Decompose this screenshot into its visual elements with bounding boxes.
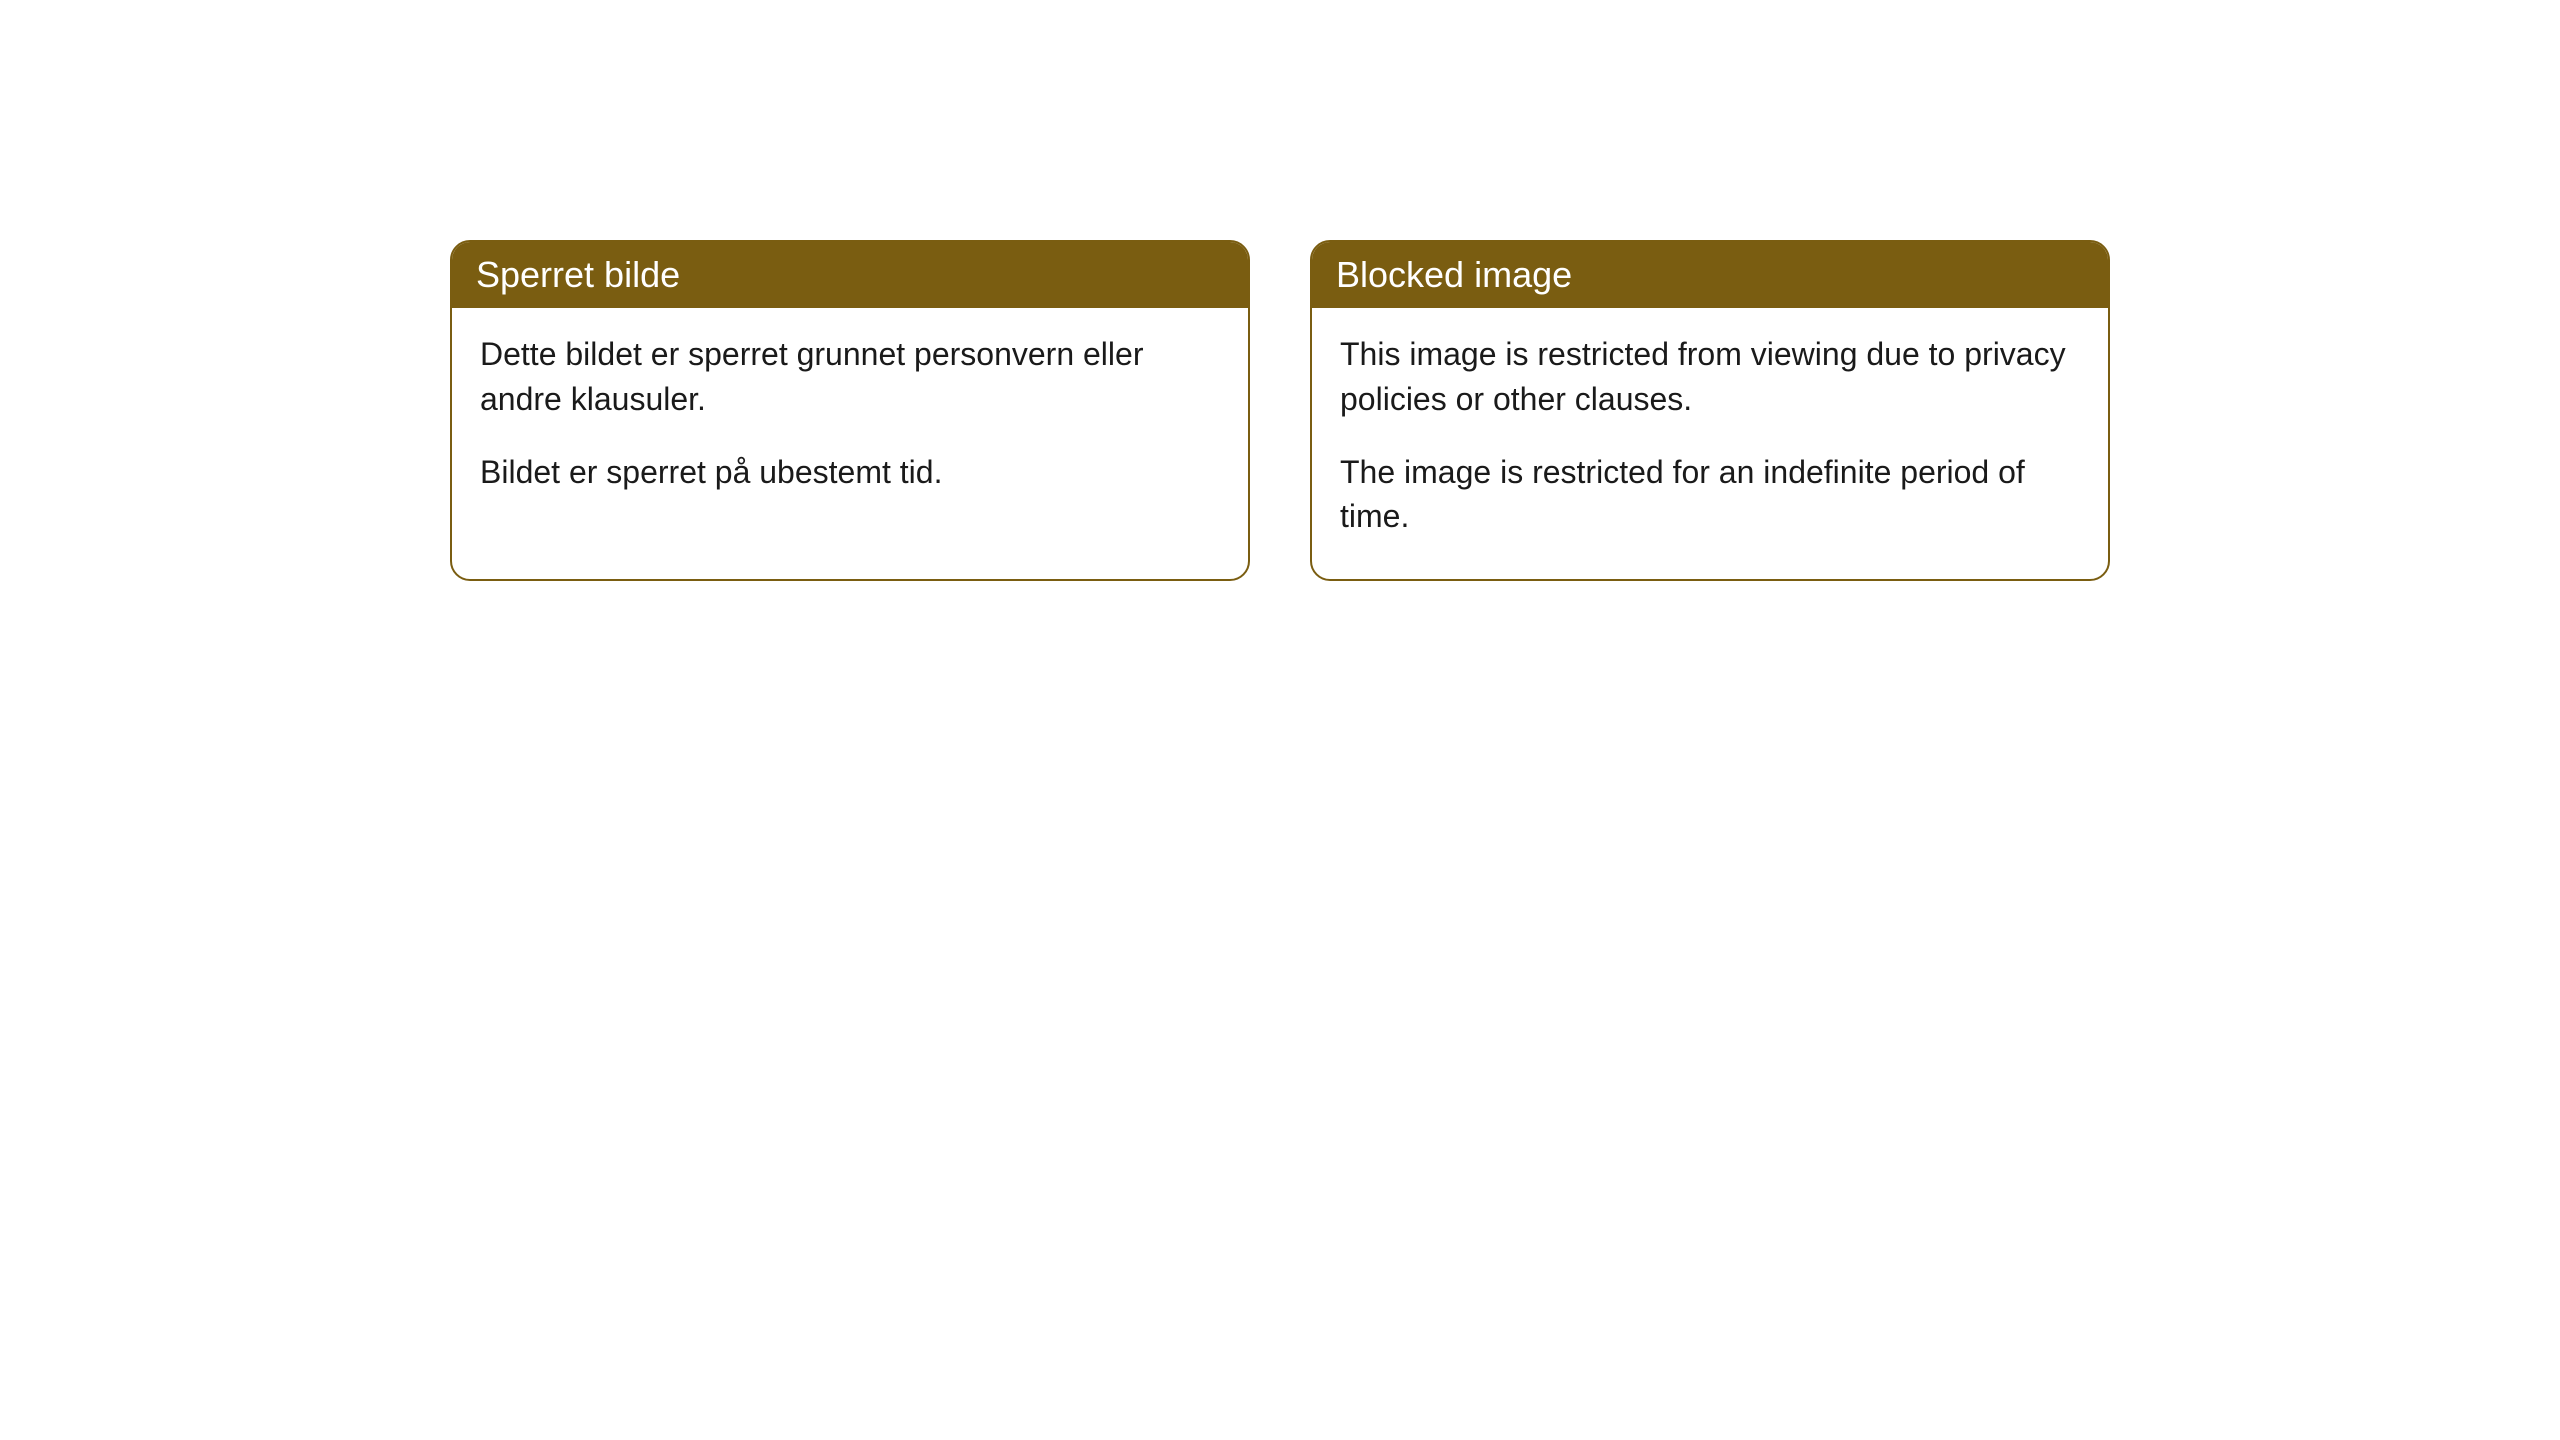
notice-paragraph: This image is restricted from viewing du…: [1340, 332, 2080, 422]
notice-body-english: This image is restricted from viewing du…: [1312, 308, 2108, 579]
notice-header-norwegian: Sperret bilde: [452, 242, 1248, 308]
notice-paragraph: The image is restricted for an indefinit…: [1340, 450, 2080, 540]
notice-card-english: Blocked image This image is restricted f…: [1310, 240, 2110, 581]
notice-header-english: Blocked image: [1312, 242, 2108, 308]
notice-container: Sperret bilde Dette bildet er sperret gr…: [0, 240, 2560, 581]
notice-card-norwegian: Sperret bilde Dette bildet er sperret gr…: [450, 240, 1250, 581]
notice-body-norwegian: Dette bildet er sperret grunnet personve…: [452, 308, 1248, 534]
notice-paragraph: Bildet er sperret på ubestemt tid.: [480, 450, 1220, 495]
notice-paragraph: Dette bildet er sperret grunnet personve…: [480, 332, 1220, 422]
